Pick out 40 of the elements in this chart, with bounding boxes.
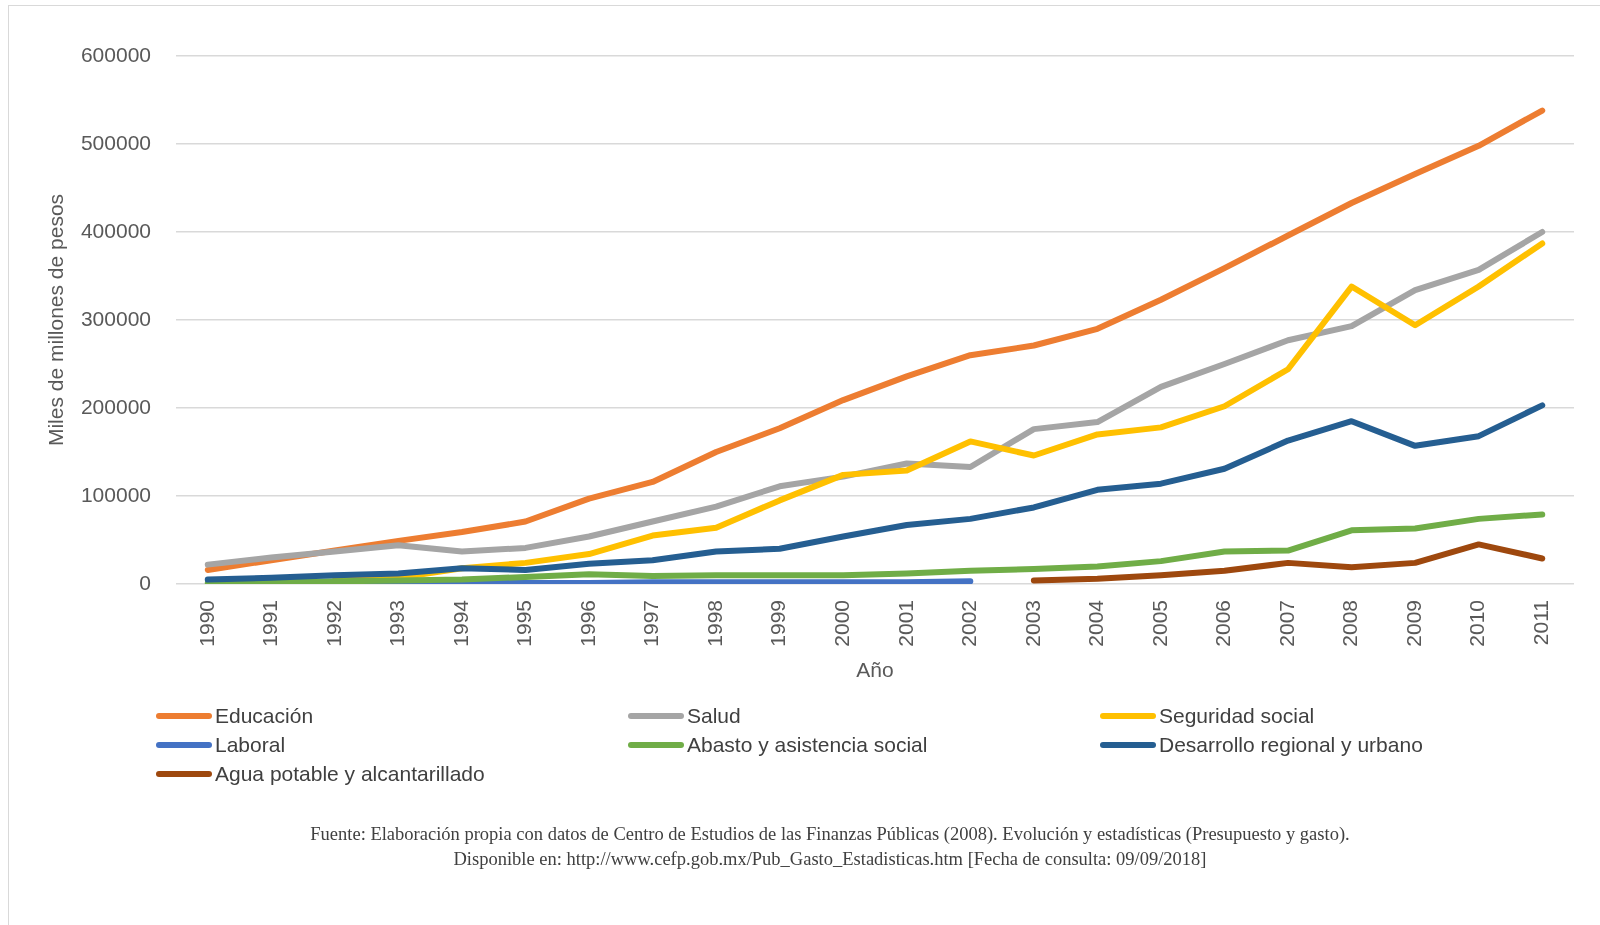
x-tick-label: 2002 [957,600,981,647]
x-tick-label: 1994 [448,599,472,647]
y-tick-label: 200000 [80,394,151,418]
x-tick-label: 2009 [1401,600,1425,647]
x-tick-label: 1996 [575,600,599,647]
y-tick-label: 0 [139,570,151,594]
y-tick-label: 300000 [80,306,151,330]
source-note: Fuente: Elaboración propia con datos de Centro de Estudios de las Finanzas Públicas (2008). Evolución y estadísticas (Presupuesto y gasto). [309,823,1351,846]
x-tick-label: 2006 [1211,600,1235,647]
y-tick-label: 600000 [80,42,151,66]
x-tick-label: 1990 [194,600,218,647]
x-tick-label: 1997 [639,600,663,647]
x-tick-label: 2008 [1338,600,1362,647]
x-tick-label: 2000 [830,600,854,647]
x-tick-label: 1998 [702,600,726,647]
x-tick-label: 2003 [1020,600,1044,647]
legend-label: Abasto y asistencia social [687,732,928,757]
legend-label: Educación [215,703,314,728]
x-tick-label: 1991 [258,600,282,647]
x-tick-label: 2007 [1274,600,1298,647]
x-tick-label: 1993 [385,600,409,647]
legend-label: Agua potable y alcantarillado [215,761,485,786]
text: Disponible en: http://www.cefp.gob.mx/Pub_Gasto_Estadisticas.htm [Fecha de consulta: 09/09/2018] [452,848,1208,871]
x-tick-label: 2001 [893,600,917,647]
y-tick-label: 400000 [80,218,151,242]
x-tick-label: 2005 [1147,600,1171,647]
x-axis-title: Año [856,658,894,682]
x-tick-label: 2010 [1465,600,1489,647]
x-tick-label: 1995 [512,600,536,647]
x-tick-label: 1999 [766,600,790,647]
legend-label: Salud [687,703,741,728]
x-tick-label: 2004 [1084,599,1108,647]
x-tick-label: 2011 [1529,600,1553,646]
legend-label: Laboral [215,732,286,757]
y-tick-label: 100000 [80,482,151,506]
legend-label: Seguridad social [1159,703,1315,728]
y-axis-title: Miles de millones de pesos [44,193,68,447]
x-tick-label: 1992 [321,600,345,647]
y-tick-label: 500000 [80,130,151,154]
legend-label: Desarrollo regional y urbano [1159,732,1423,757]
